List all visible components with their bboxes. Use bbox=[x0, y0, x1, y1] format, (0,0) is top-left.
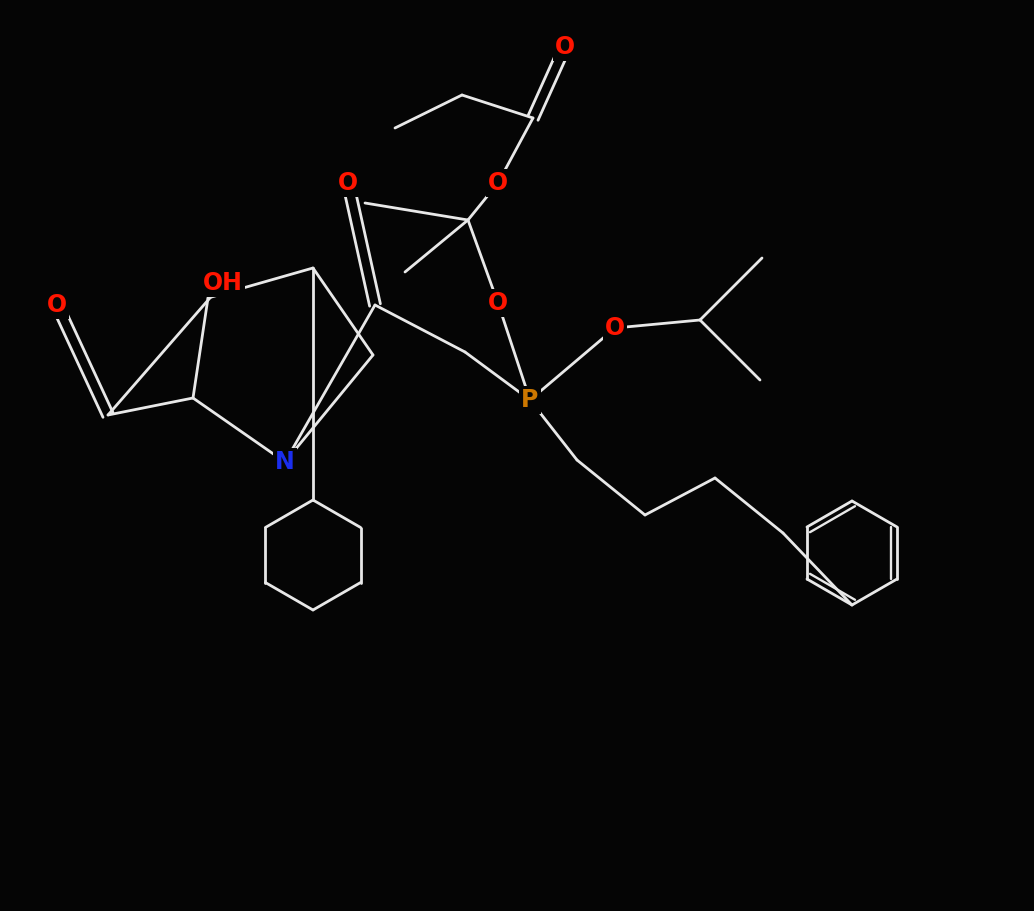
Text: P: P bbox=[521, 388, 539, 412]
Text: O: O bbox=[555, 35, 575, 59]
Text: N: N bbox=[275, 450, 295, 474]
Text: O: O bbox=[605, 316, 626, 340]
Text: O: O bbox=[488, 171, 508, 195]
Text: O: O bbox=[47, 293, 67, 317]
Text: OH: OH bbox=[203, 271, 243, 295]
Text: O: O bbox=[488, 291, 508, 315]
Text: O: O bbox=[338, 171, 358, 195]
